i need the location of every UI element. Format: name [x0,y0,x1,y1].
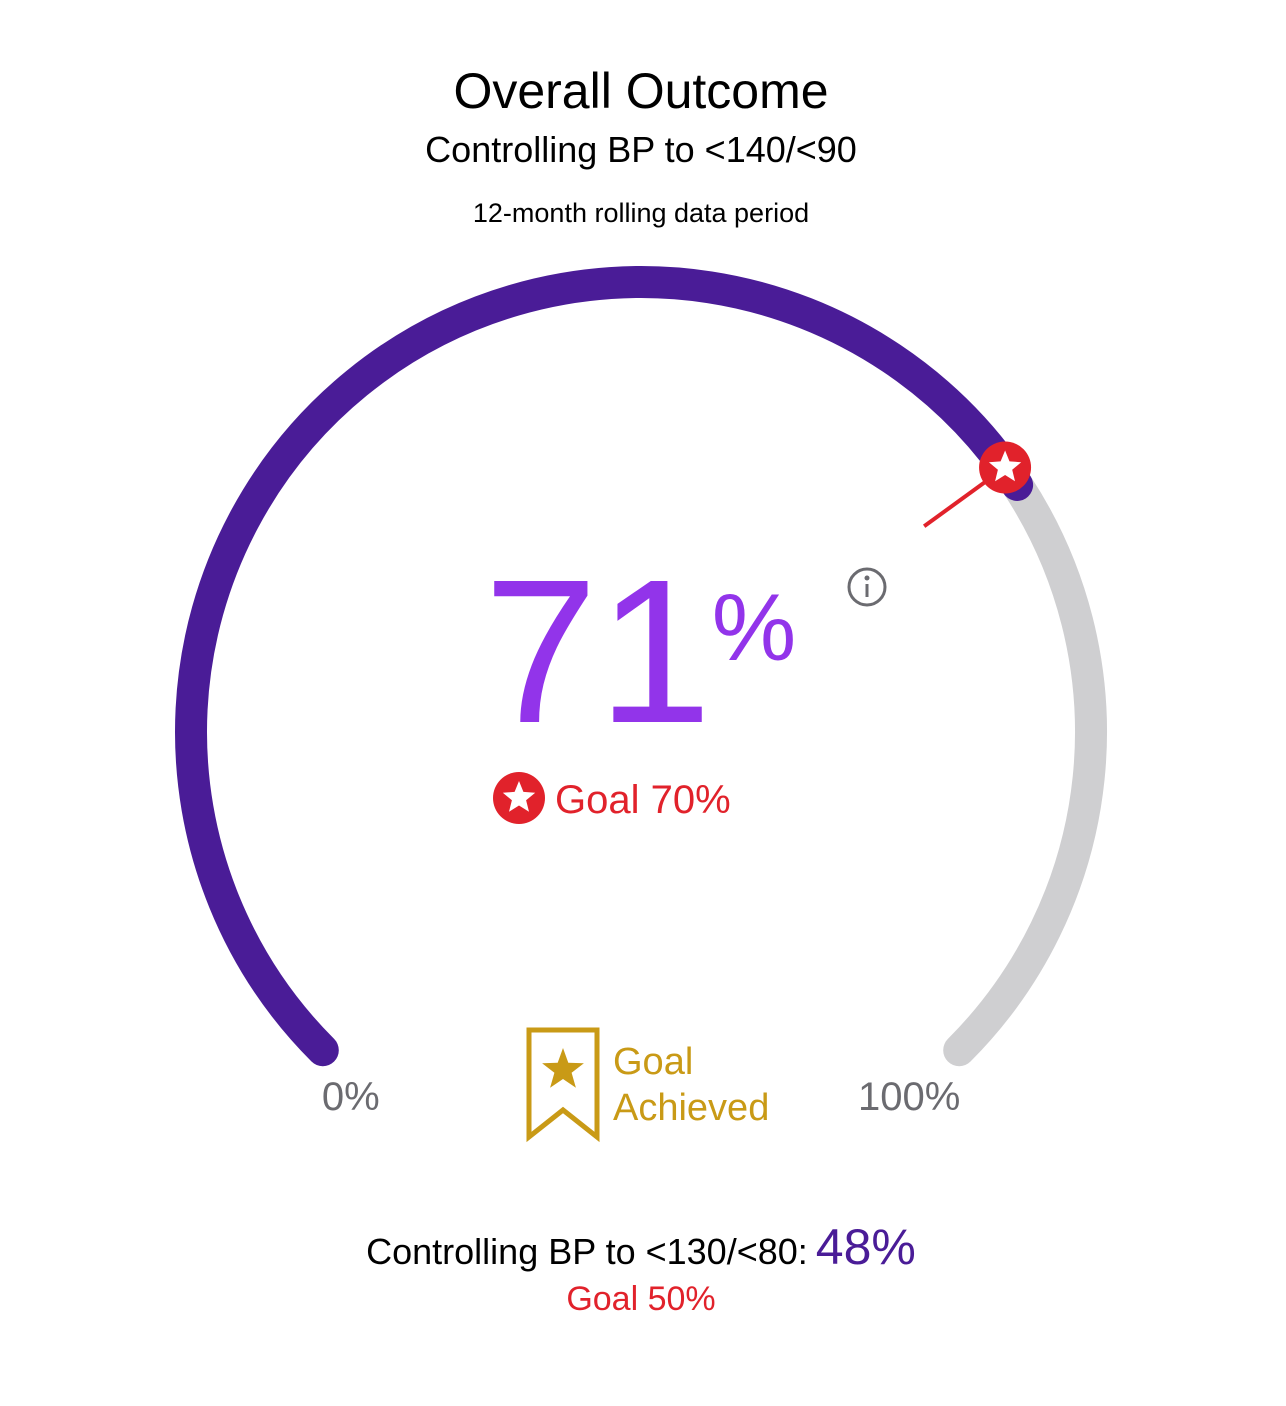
goal-icon-star [502,781,536,812]
gauge-end-label: 0% [322,1075,380,1119]
gauge-end-label: 100% [858,1075,960,1119]
secondary-value: 48% [816,1219,916,1275]
value-number: 71 [484,537,712,766]
title: Overall Outcome [453,63,828,119]
secondary-label: Controlling BP to <130/<80: [366,1231,808,1272]
info-dot [864,575,870,581]
status-line: Achieved [613,1087,769,1129]
secondary-line: Controlling BP to <130/<80: 48% [366,1219,916,1275]
info-circle [847,567,887,607]
gauge-value [175,266,1034,1067]
ribbon-icon [526,1027,600,1143]
goal-marker-star [988,450,1022,482]
info-icon[interactable] [847,567,887,607]
status-line: Goal [613,1041,693,1083]
ribbon [526,1027,600,1143]
secondary-goal: Goal 50% [566,1280,715,1318]
gauge-track [943,468,1107,1067]
note: 12-month rolling data period [473,198,809,228]
goal-icon [493,772,545,824]
value-unit: % [712,575,796,681]
gauge: 0% 100% [175,266,1107,1119]
ribbon-star [542,1048,584,1088]
subtitle: Controlling BP to <140/<90 [425,129,857,170]
value-text: 71% [484,537,797,766]
goal-label: Goal 70% [555,778,731,822]
